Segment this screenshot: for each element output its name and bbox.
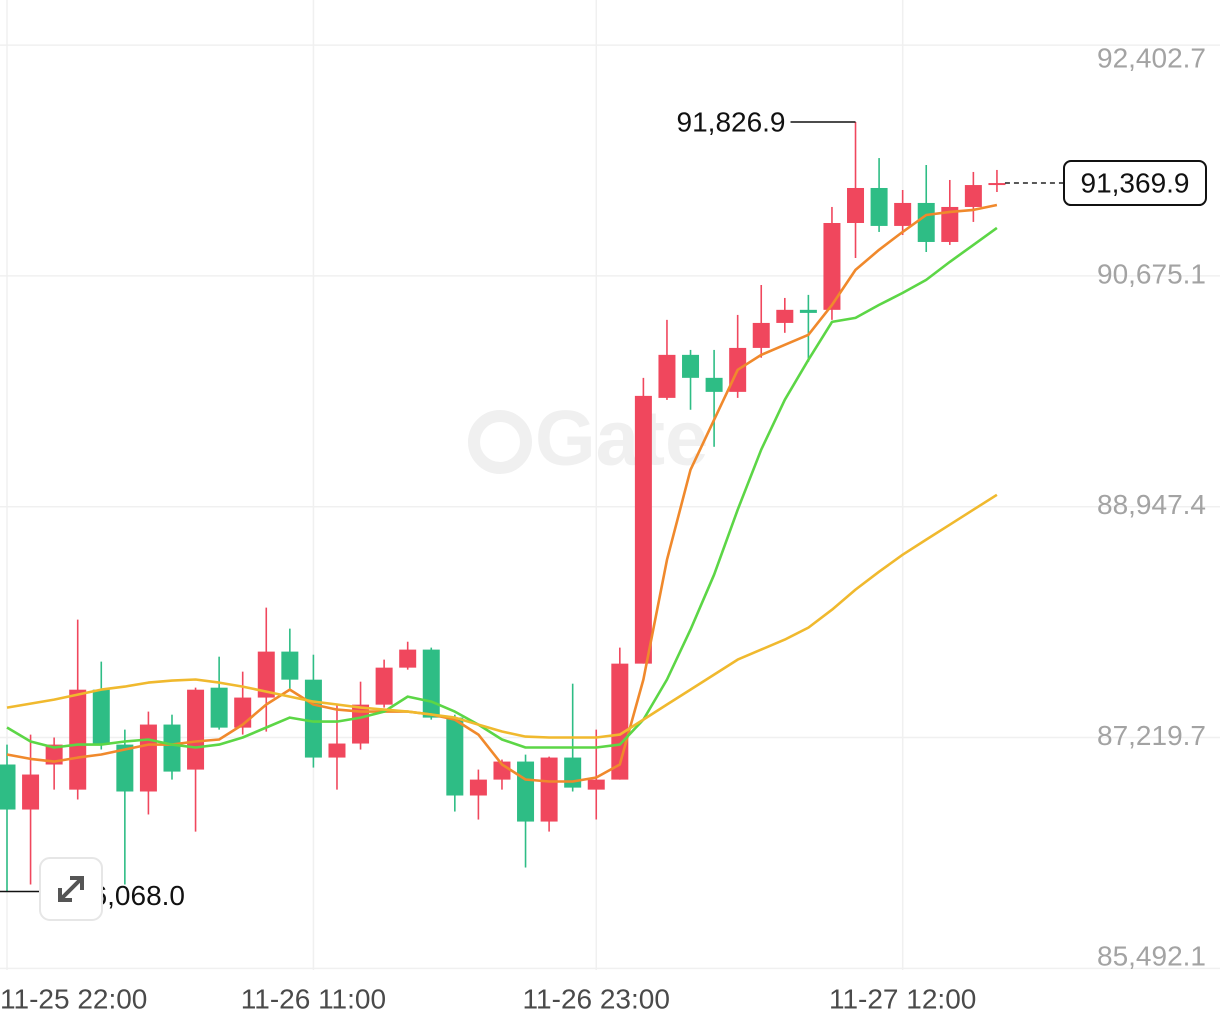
- expand-button[interactable]: [39, 857, 103, 921]
- x-tick-label: 11-26 23:00: [523, 983, 670, 1014]
- candle-body: [446, 717, 464, 796]
- candle-body: [139, 724, 157, 792]
- candle-body: [988, 183, 1006, 186]
- candle-body: [352, 704, 370, 744]
- candle-body: [399, 649, 417, 668]
- candle-body: [799, 309, 817, 313]
- y-tick-label: 85,492.1: [1097, 940, 1206, 971]
- candle-body: [540, 757, 558, 822]
- candle-body: [304, 679, 322, 758]
- y-tick-label: 90,675.1: [1097, 258, 1206, 289]
- max-label: 91,826.9: [677, 106, 786, 137]
- y-tick-label: 92,402.7: [1097, 42, 1206, 73]
- candle-body: [658, 354, 676, 398]
- last-price-box: [1063, 160, 1207, 207]
- watermark-logo: [468, 410, 532, 474]
- candle-body: [634, 395, 652, 664]
- expand-icon[interactable]: [58, 876, 84, 902]
- y-tick-label: 87,219.7: [1097, 720, 1206, 751]
- candles: [0, 121, 1006, 892]
- candle-body: [281, 651, 299, 680]
- last-price-label: 91,369.9: [1081, 167, 1190, 198]
- candle-body: [375, 667, 393, 705]
- candle-body: [469, 779, 487, 796]
- candle-body: [705, 377, 723, 392]
- candle-body: [257, 651, 275, 698]
- candle-body: [22, 774, 40, 810]
- candle-body: [682, 354, 700, 378]
- candle-body: [941, 206, 959, 242]
- candle-body: [422, 649, 440, 718]
- watermark: Gate: [468, 394, 708, 482]
- candle-body: [587, 779, 605, 790]
- candle-body: [564, 757, 582, 788]
- candle-body: [116, 744, 134, 792]
- x-tick-label: 11-26 11:00: [241, 983, 386, 1014]
- candle-body: [823, 222, 841, 310]
- moving-average-line: [6, 226, 998, 749]
- candle-body: [163, 724, 181, 772]
- candle-body: [870, 187, 888, 226]
- candle-body: [776, 309, 794, 323]
- candle-body: [69, 689, 87, 790]
- watermark-text: Gate: [535, 394, 708, 482]
- moving-average-line: [6, 493, 998, 739]
- candle-body: [752, 322, 770, 348]
- candle-body: [92, 689, 110, 745]
- annotations: 91,826.986,068.091,369.9: [0, 106, 1207, 911]
- candle-body: [328, 743, 346, 758]
- candle-body: [210, 687, 228, 728]
- candle-body: [187, 689, 205, 770]
- x-tick-label: 11-27 12:00: [829, 983, 976, 1014]
- candle-body: [964, 185, 982, 207]
- moving-average-line: [6, 203, 998, 783]
- candle-body: [847, 187, 865, 223]
- moving-averages: [6, 203, 998, 783]
- x-tick-label: 11-25 22:00: [0, 983, 147, 1014]
- candle-body: [45, 744, 63, 765]
- candle-body: [517, 761, 535, 822]
- candle-body: [917, 202, 935, 242]
- candle-body: [894, 202, 912, 226]
- y-tick-label: 88,947.4: [1097, 489, 1206, 520]
- candle-body: [0, 764, 16, 810]
